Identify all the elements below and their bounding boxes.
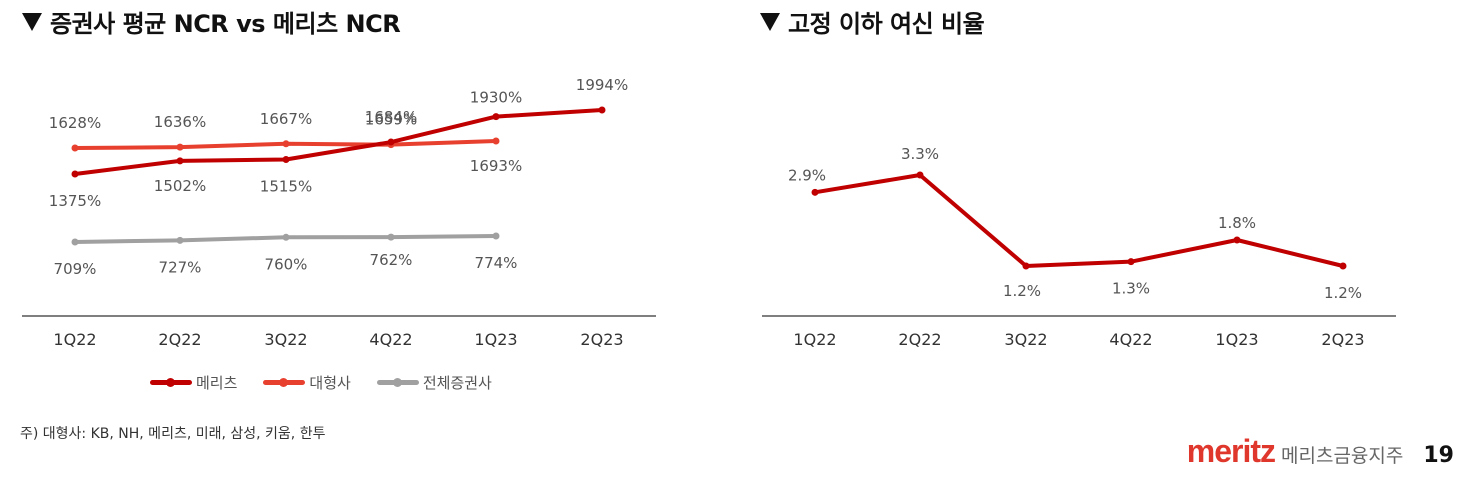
- data-label: 1628%: [49, 114, 101, 132]
- data-point: [811, 188, 819, 196]
- data-label: 727%: [159, 258, 202, 276]
- x-tick-label: 3Q22: [1004, 330, 1047, 349]
- data-label: 1.2%: [1003, 282, 1041, 300]
- ncr-line-chart: 1Q22 2Q22 3Q22 4Q22 1Q23 2Q23 709% 727% 760% 762%…: [22, 76, 656, 349]
- legend-item-meritz: 메리츠: [150, 372, 237, 393]
- data-label: 1684%: [365, 108, 417, 126]
- x-tick-label: 2Q22: [898, 330, 941, 349]
- data-point: [176, 157, 184, 165]
- x-tick-label: 1Q22: [793, 330, 836, 349]
- data-point: [176, 143, 184, 151]
- x-tick-label: 1Q23: [1215, 330, 1258, 349]
- data-label: 1659%: [365, 111, 417, 129]
- data-point: [598, 106, 606, 114]
- legend-label: 메리츠: [196, 374, 238, 392]
- data-label: 1667%: [260, 110, 312, 128]
- line-marker-icon: [376, 377, 419, 387]
- left-chart-title: 증권사 평균 NCR vs 메리츠 NCR: [22, 4, 401, 39]
- data-point: [387, 138, 395, 146]
- right-chart-title: 고정 이하 여신 비율: [760, 4, 985, 39]
- brand-name: 메리츠금융지주: [1281, 445, 1404, 467]
- data-point: [916, 171, 924, 179]
- data-point: [492, 232, 500, 240]
- data-label: 1693%: [470, 157, 522, 175]
- data-point: [1022, 262, 1030, 270]
- data-point: [1339, 262, 1347, 270]
- x-tick-label: 2Q23: [1321, 330, 1364, 349]
- data-label: 1.8%: [1218, 214, 1256, 232]
- data-label: 2.9%: [788, 166, 826, 184]
- data-point: [71, 144, 79, 152]
- data-point: [1233, 236, 1241, 244]
- data-label: 774%: [475, 254, 518, 272]
- data-label: 1636%: [154, 113, 206, 131]
- brand-logo: meritz: [1186, 433, 1276, 469]
- data-label: 1502%: [154, 177, 206, 195]
- x-tick-label: 1Q22: [53, 330, 96, 349]
- x-tick-label: 1Q23: [474, 330, 517, 349]
- x-tick-label: 2Q22: [158, 330, 201, 349]
- x-tick-label: 4Q22: [1109, 330, 1152, 349]
- legend-item-all: 전체증권사: [376, 372, 492, 393]
- x-tick-label: 2Q23: [580, 330, 623, 349]
- data-label: 1.3%: [1112, 280, 1150, 298]
- data-label: 1515%: [260, 178, 312, 196]
- page-number: 19: [1423, 443, 1454, 468]
- legend: 메리츠 대형사 전체증권사: [150, 372, 492, 393]
- data-label: 760%: [265, 255, 308, 273]
- footer: meritz 메리츠금융지주 19: [1187, 433, 1454, 470]
- left-title-text: 증권사 평균 NCR vs 메리츠 NCR: [50, 10, 401, 38]
- x-tick-label: 3Q22: [264, 330, 307, 349]
- data-point: [176, 236, 184, 244]
- triangle-down-icon: [760, 13, 780, 31]
- legend-label: 대형사: [309, 374, 351, 392]
- triangle-down-icon: [22, 13, 42, 31]
- data-label: 709%: [54, 260, 97, 278]
- data-point: [492, 137, 500, 145]
- data-label: 1994%: [576, 76, 628, 94]
- footnote: 주) 대형사: KB, NH, 메리츠, 미래, 삼성, 키움, 한투: [20, 426, 326, 442]
- data-point: [492, 113, 500, 121]
- data-point: [71, 170, 79, 178]
- data-point: [387, 233, 395, 241]
- data-label: 3.3%: [901, 145, 939, 163]
- data-point: [282, 140, 290, 148]
- data-point: [1127, 258, 1135, 266]
- legend-item-large: 대형사: [263, 372, 351, 393]
- data-point: [282, 156, 290, 164]
- series-line: [814, 173, 1344, 268]
- line-marker-icon: [263, 377, 306, 387]
- data-label: 762%: [370, 251, 413, 269]
- npl-ratio-line-chart: 1Q22 2Q22 3Q22 4Q22 1Q23 2Q23 2.9% 3.3% 1.2% 1.3%…: [762, 145, 1396, 349]
- x-tick-label: 4Q22: [369, 330, 412, 349]
- data-point: [282, 233, 290, 241]
- data-point: [71, 238, 79, 246]
- data-label: 1375%: [49, 192, 101, 210]
- data-label: 1.2%: [1324, 284, 1362, 302]
- right-title-text: 고정 이하 여신 비율: [788, 10, 985, 38]
- series-line: [74, 108, 603, 176]
- line-marker-icon: [150, 377, 192, 387]
- legend-label: 전체증권사: [422, 374, 492, 392]
- data-label: 1930%: [470, 89, 522, 107]
